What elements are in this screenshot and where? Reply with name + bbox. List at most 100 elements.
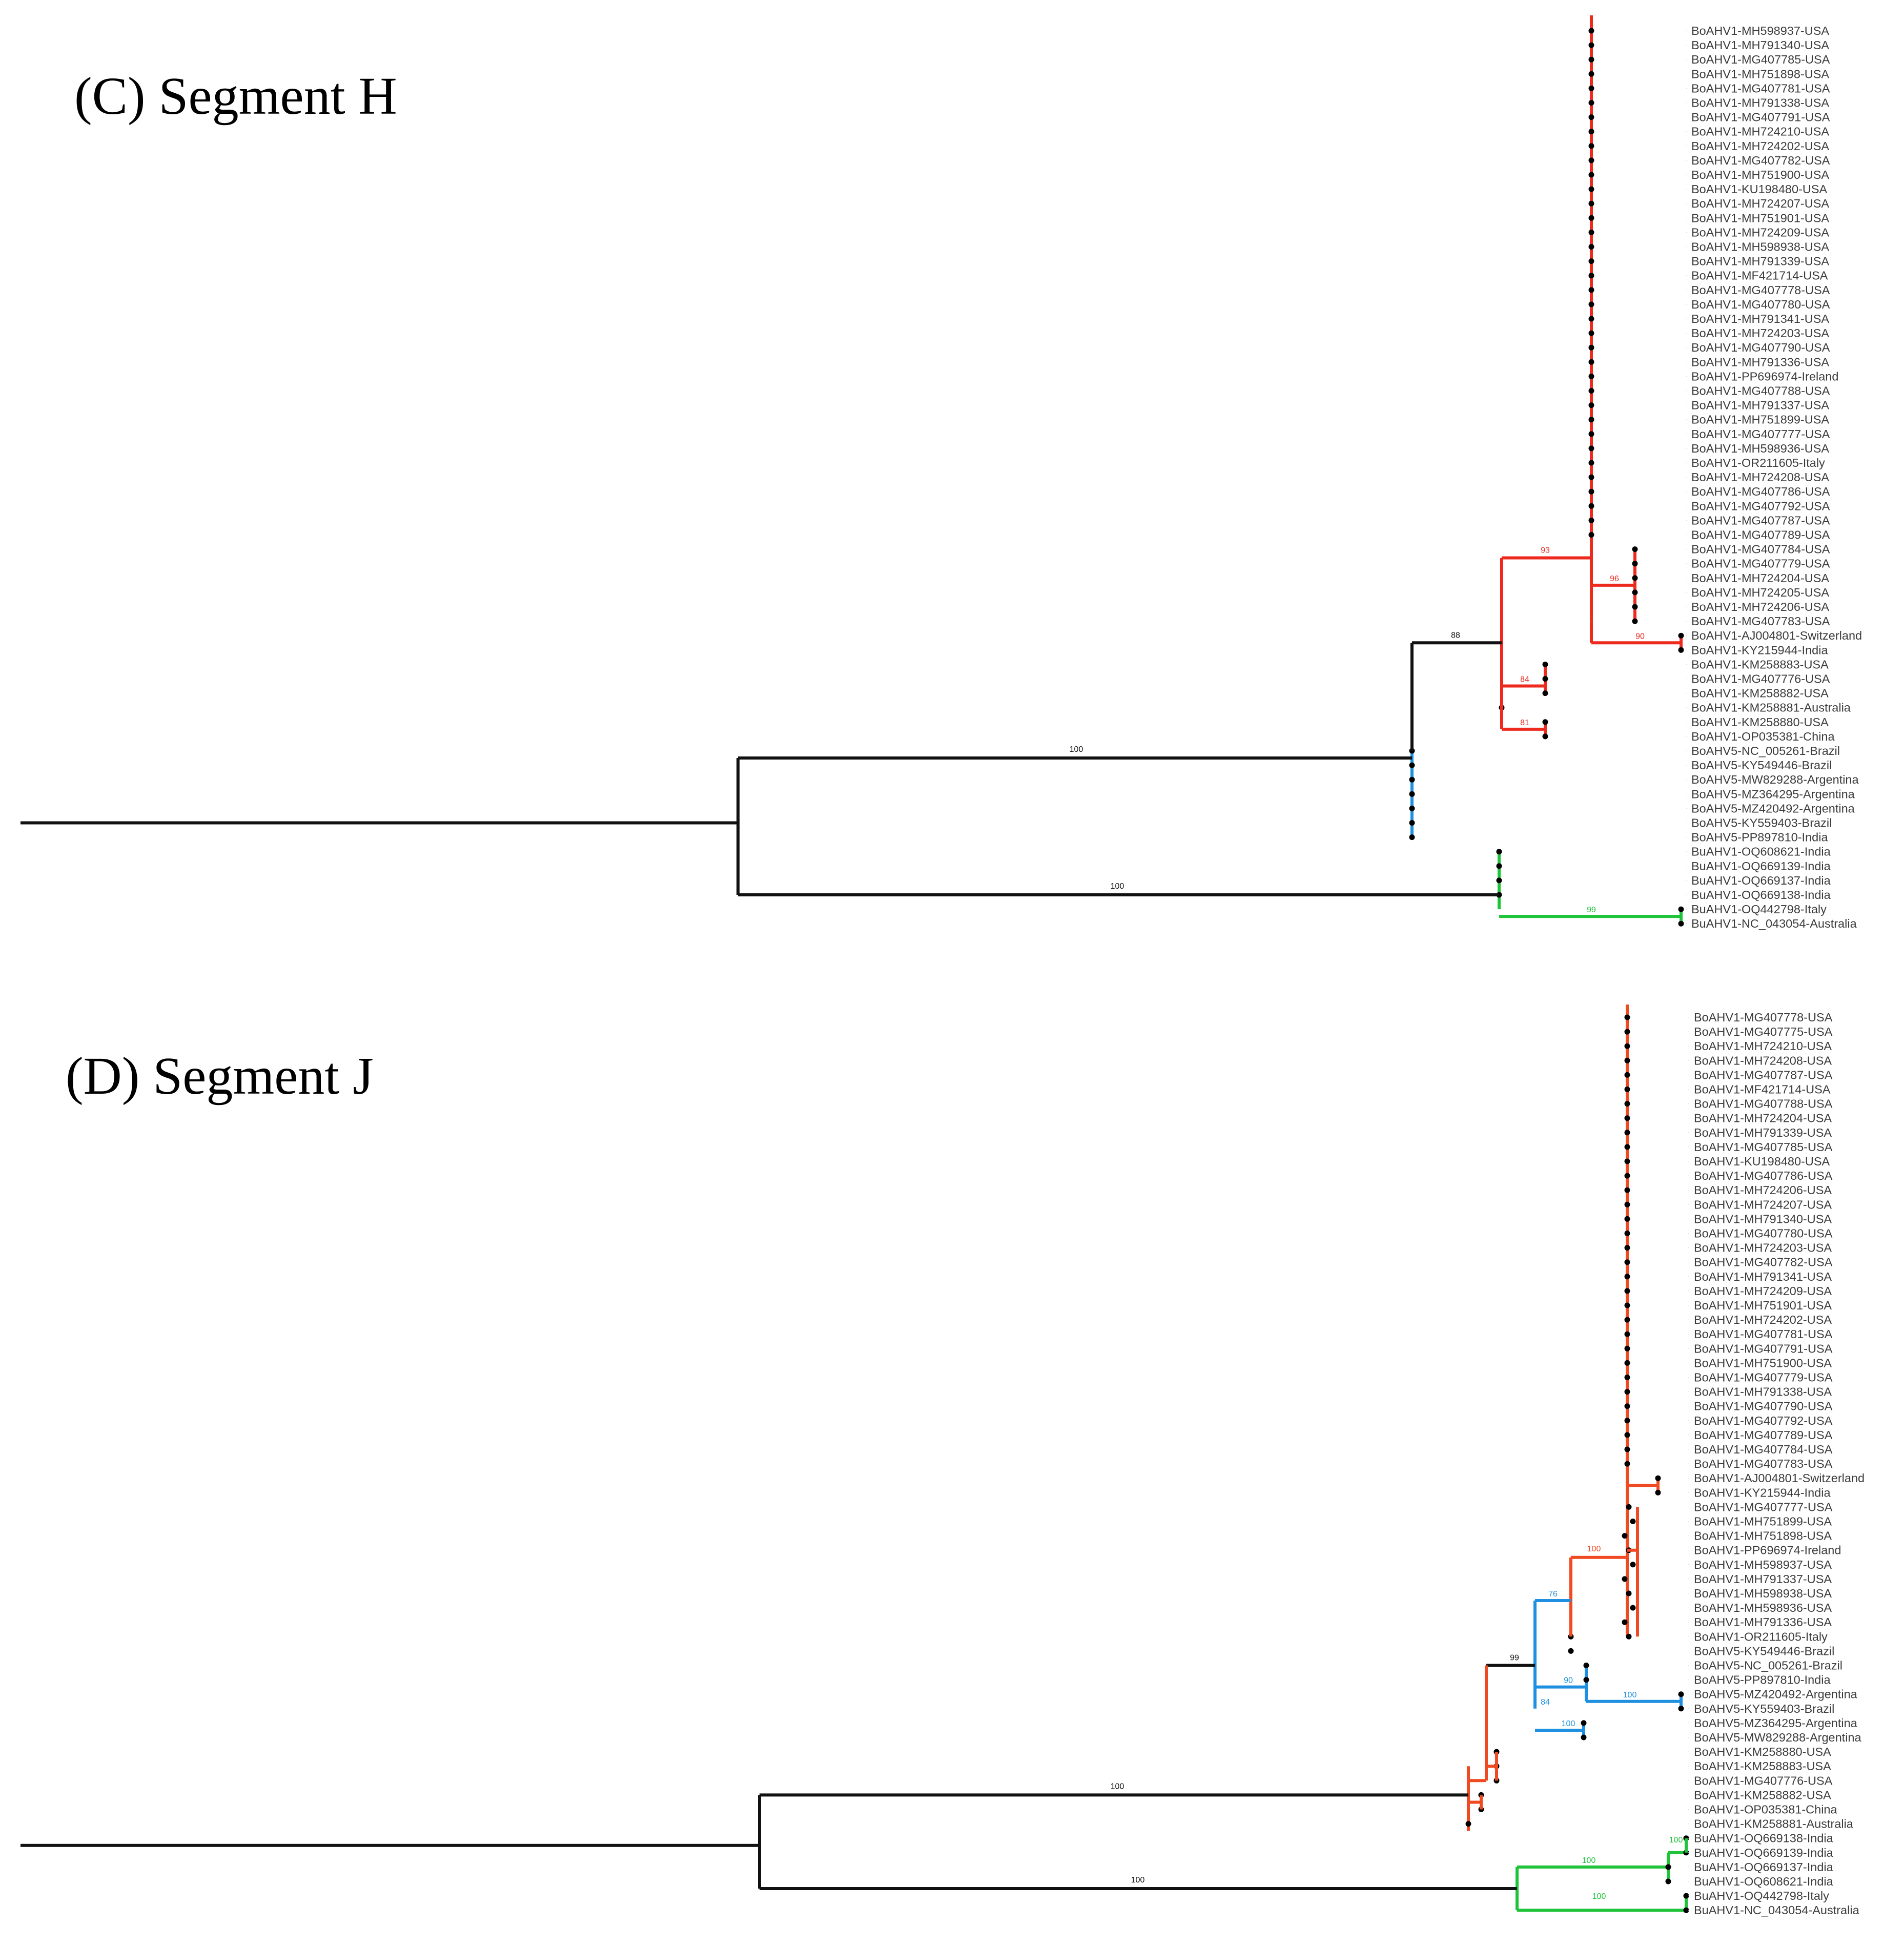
tip-label: BoAHV5-NC_005261-Brazil bbox=[1694, 1659, 1842, 1672]
node-dot bbox=[1588, 200, 1594, 207]
node-dot bbox=[1496, 863, 1502, 869]
tip-label: BoAHV5-KY549446-Brazil bbox=[1694, 1644, 1834, 1657]
tip-label: BuAHV1-OQ608621-India bbox=[1694, 1875, 1834, 1888]
tip-label: BuAHV1-OQ669139-India bbox=[1694, 1846, 1834, 1859]
tip-label: BoAHV1-MH751898-USA bbox=[1694, 1529, 1832, 1543]
node-dot bbox=[1409, 791, 1415, 797]
node-dot bbox=[1624, 1187, 1630, 1193]
tip-label: BoAHV1-AJ004801-Switzerland bbox=[1691, 629, 1862, 642]
node-dot bbox=[1624, 1418, 1630, 1424]
node-dot bbox=[1588, 344, 1594, 351]
tip-label: BuAHV1-NC_043054-Australia bbox=[1691, 917, 1857, 930]
tip-label: BoAHV1-MH751899-USA bbox=[1694, 1515, 1832, 1528]
node-dot bbox=[1624, 1072, 1630, 1078]
tip-label: BoAHV1-KM258882-USA bbox=[1694, 1788, 1831, 1801]
node-dot bbox=[1632, 618, 1638, 624]
tip-label: BoAHV1-KM258883-USA bbox=[1691, 658, 1829, 671]
node-dot bbox=[1581, 1720, 1587, 1726]
node-dot bbox=[1683, 1907, 1689, 1913]
tip-label: BoAHV1-MG407781-USA bbox=[1691, 81, 1830, 95]
node-dot bbox=[1626, 1504, 1632, 1510]
node-dot bbox=[1624, 1245, 1630, 1251]
tip-label: BoAHV1-MG407779-USA bbox=[1691, 557, 1830, 570]
node-dot bbox=[1588, 244, 1594, 250]
node-dot bbox=[1542, 661, 1548, 667]
tip-label: BoAHV1-KM258881-Australia bbox=[1694, 1817, 1854, 1831]
node-dot bbox=[1622, 1619, 1628, 1625]
node-dot bbox=[1665, 1864, 1671, 1870]
support-value: 100 bbox=[1562, 1719, 1575, 1728]
tip-label: BoAHV1-MG407780-USA bbox=[1691, 298, 1830, 311]
support-value: 96 bbox=[1610, 575, 1619, 583]
node-dot bbox=[1624, 1158, 1630, 1164]
tip-label: BoAHV1-MH724206-USA bbox=[1694, 1183, 1832, 1197]
node-dot bbox=[1632, 604, 1638, 610]
tip-label: BoAHV1-MF421714-USA bbox=[1694, 1083, 1831, 1096]
tip-label: BoAHV1-MH598938-USA bbox=[1694, 1587, 1832, 1600]
tip-label: BoAHV1-MH724205-USA bbox=[1691, 586, 1829, 599]
node-dot bbox=[1624, 1259, 1630, 1265]
node-dot bbox=[1588, 431, 1594, 437]
tip-label: BoAHV5-MZ420492-Argentina bbox=[1691, 802, 1855, 815]
tip-label: BoAHV1-MH791338-USA bbox=[1694, 1385, 1832, 1399]
node-dot bbox=[1588, 488, 1594, 495]
tip-label: BoAHV1-MG407792-USA bbox=[1694, 1414, 1833, 1427]
tip-label: BoAHV1-MG407788-USA bbox=[1691, 384, 1830, 398]
node-dot bbox=[1588, 71, 1594, 77]
tip-label: BuAHV1-OQ669138-India bbox=[1694, 1832, 1834, 1845]
node-dot bbox=[1622, 1533, 1628, 1539]
tip-label: BoAHV1-MG407781-USA bbox=[1694, 1327, 1833, 1341]
tip-label: BoAHV1-MG407787-USA bbox=[1694, 1068, 1833, 1081]
tip-label: BoAHV1-MH724203-USA bbox=[1694, 1241, 1832, 1255]
tip-label: BoAHV1-MG407792-USA bbox=[1691, 499, 1830, 513]
tip-label: BoAHV5-KY559403-Brazil bbox=[1694, 1702, 1834, 1715]
node-dot bbox=[1588, 417, 1594, 423]
tip-label: BoAHV1-MH724204-USA bbox=[1694, 1112, 1832, 1125]
tip-label: BoAHV1-MH751900-USA bbox=[1691, 168, 1829, 181]
support-value: 100 bbox=[1111, 882, 1124, 891]
tip-label: BuAHV1-OQ669137-India bbox=[1694, 1860, 1834, 1874]
tip-label: BoAHV1-MG407789-USA bbox=[1694, 1428, 1833, 1442]
tip-label: BoAHV1-KM258883-USA bbox=[1694, 1759, 1831, 1773]
tip-label: BoAHV1-MH724210-USA bbox=[1691, 125, 1829, 138]
panel-title-d: (D) Segment J bbox=[66, 1047, 374, 1105]
tip-label: BoAHV5-KY559403-Brazil bbox=[1691, 816, 1832, 830]
tree-panel-d: 100 76 90 100 100 84 99 100 100 100 100 100 bbox=[21, 1005, 1689, 1913]
tip-label: BoAHV1-MH791337-USA bbox=[1691, 399, 1829, 412]
node-dot bbox=[1655, 1489, 1661, 1496]
node-dot bbox=[1588, 301, 1594, 308]
node-dot bbox=[1409, 820, 1415, 826]
tip-label: BoAHV5-KY549446-Brazil bbox=[1691, 759, 1832, 772]
tip-label: BoAHV1-MH751901-USA bbox=[1694, 1299, 1832, 1312]
node-dot bbox=[1655, 1475, 1661, 1481]
node-dot bbox=[1588, 215, 1594, 221]
tip-label: BuAHV1-OQ669139-India bbox=[1691, 859, 1831, 873]
support-value: 93 bbox=[1541, 546, 1550, 555]
tip-label: BoAHV1-MH791340-USA bbox=[1694, 1212, 1832, 1225]
node-dot bbox=[1624, 1432, 1630, 1438]
support-value: 99 bbox=[1587, 906, 1596, 914]
node-dot bbox=[1622, 1576, 1628, 1582]
tip-label: BoAHV1-MG407791-USA bbox=[1694, 1342, 1833, 1355]
tip-label: BoAHV1-MG407779-USA bbox=[1694, 1371, 1833, 1384]
tip-label: BoAHV1-MG407785-USA bbox=[1691, 53, 1830, 66]
tip-label: BoAHV1-MG407787-USA bbox=[1691, 514, 1830, 527]
node-dot bbox=[1678, 1691, 1684, 1697]
panel-segment-h: (C) Segment H bbox=[74, 67, 397, 126]
node-dot bbox=[1624, 1446, 1630, 1452]
node-dot bbox=[1678, 906, 1684, 912]
node-dot bbox=[1626, 1590, 1632, 1596]
tip-label: BoAHV1-KM258880-USA bbox=[1694, 1745, 1831, 1758]
tip-label: BoAHV1-PP696974-Ireland bbox=[1691, 370, 1838, 383]
node-dot bbox=[1624, 1043, 1630, 1049]
tip-label: BoAHV1-MH724204-USA bbox=[1691, 571, 1829, 585]
support-value: 100 bbox=[1070, 745, 1083, 754]
node-dot bbox=[1624, 1317, 1630, 1323]
node-dot bbox=[1624, 1389, 1630, 1395]
tip-label: BoAHV1-MH724207-USA bbox=[1694, 1198, 1832, 1211]
tip-label: BoAHV5-MZ420492-Argentina bbox=[1694, 1688, 1858, 1701]
node-dot bbox=[1624, 1375, 1630, 1380]
tip-label: BoAHV1-KM258880-USA bbox=[1691, 715, 1829, 729]
tip-label: BuAHV1-OQ442798-Italy bbox=[1691, 903, 1827, 916]
tip-label: BoAHV1-MH791336-USA bbox=[1691, 355, 1829, 368]
